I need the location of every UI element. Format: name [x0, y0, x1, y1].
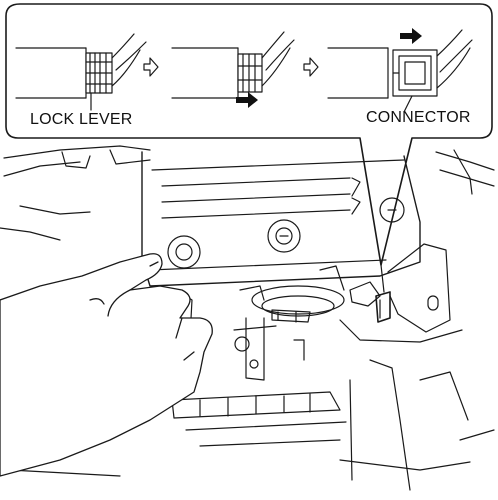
vehicle-panel-illustration [0, 145, 495, 491]
lock-lever-label: LOCK LEVER [30, 111, 133, 128]
push-direction-arrow-icon [236, 92, 258, 108]
stage-lever-pressed [171, 31, 295, 99]
inset-callout-panel [5, 3, 493, 266]
callout-pointer [380, 264, 385, 293]
connector-label: CONNECTOR [366, 109, 471, 126]
stage-locked-connector [15, 33, 147, 111]
hand-illustration [0, 253, 213, 477]
step-arrow-icon [303, 57, 319, 77]
pull-direction-arrow-icon [400, 28, 422, 44]
step-arrow-icon [143, 57, 159, 77]
stage-connector-disconnected [327, 29, 473, 113]
connector-leader-line [403, 95, 413, 113]
